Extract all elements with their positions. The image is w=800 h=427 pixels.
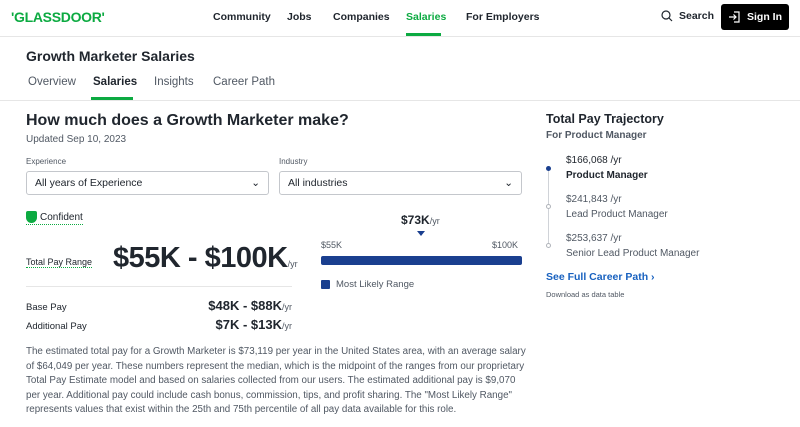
timeline-dot — [546, 204, 551, 209]
experience-value: All years of Experience — [35, 177, 143, 189]
chevron-right-icon: › — [651, 271, 655, 283]
base-pay-label: Base Pay — [26, 302, 67, 313]
tab-active-indicator — [91, 97, 133, 100]
trajectory-role: Product Manager — [566, 170, 648, 181]
tab-insights[interactable]: Insights — [154, 76, 194, 88]
nav-jobs[interactable]: Jobs — [287, 11, 312, 23]
divider — [0, 100, 800, 101]
per-year: /yr — [287, 259, 298, 269]
base-pay-range: $48K - $88K/yr — [208, 298, 292, 313]
confidence-label: Confident — [40, 211, 83, 223]
see-full-career-path-link[interactable]: See Full Career Path › — [546, 271, 655, 283]
tab-career-path[interactable]: Career Path — [213, 76, 276, 88]
glassdoor-logo[interactable]: 'GLASSDOOR' — [11, 9, 105, 25]
total-pay-value: $55K - $100K — [113, 242, 288, 274]
nav-active-indicator — [406, 33, 441, 36]
legend-swatch — [321, 280, 330, 289]
most-likely-range-bar — [321, 256, 522, 265]
trajectory-role: Senior Lead Product Manager — [566, 248, 700, 259]
per-year: /yr — [282, 321, 292, 331]
industry-value: All industries — [288, 177, 348, 189]
industry-select[interactable]: All industries ⌄ — [279, 171, 522, 195]
trajectory-pay: $166,068 /yr — [566, 155, 622, 166]
per-year: /yr — [429, 216, 440, 226]
confidence-badge[interactable]: Confident — [26, 211, 83, 225]
range-max: $100K — [492, 240, 519, 250]
sign-in-button[interactable]: Sign In — [721, 4, 789, 30]
industry-label: Industry — [279, 157, 308, 166]
tab-overview[interactable]: Overview — [28, 76, 76, 88]
page-title: Growth Marketer Salaries — [26, 48, 195, 64]
nav-for-employers[interactable]: For Employers — [466, 11, 540, 23]
median-value: $73K — [401, 213, 430, 227]
range-legend: Most Likely Range — [321, 279, 414, 290]
chevron-down-icon: ⌄ — [504, 177, 513, 189]
nav-community[interactable]: Community — [213, 11, 271, 23]
trajectory-pay: $241,843 /yr — [566, 194, 622, 205]
additional-pay-value: $7K - $13K — [215, 317, 282, 332]
median-pay: $73K/yr — [401, 213, 440, 227]
search-button[interactable]: Search — [661, 10, 714, 22]
median-marker-icon — [417, 231, 425, 236]
experience-select[interactable]: All years of Experience ⌄ — [26, 171, 269, 195]
experience-label: Experience — [26, 157, 67, 166]
search-label: Search — [679, 10, 715, 22]
trajectory-role: Lead Product Manager — [566, 209, 668, 220]
download-data-table-link[interactable]: Download as data table — [546, 290, 625, 299]
updated-date: Updated Sep 10, 2023 — [26, 134, 127, 145]
search-icon — [661, 10, 673, 22]
total-pay-label[interactable]: Total Pay Range — [26, 257, 93, 268]
sign-in-icon — [729, 11, 740, 23]
nav-salaries[interactable]: Salaries — [406, 11, 447, 23]
confidence-shield-icon — [26, 211, 37, 223]
base-pay-value: $48K - $88K — [208, 298, 282, 313]
link-label: See Full Career Path — [546, 271, 649, 283]
divider — [26, 286, 292, 287]
total-pay-range: $55K - $100K/yr — [113, 242, 298, 275]
additional-pay-range: $7K - $13K/yr — [216, 317, 292, 332]
salary-heading: How much does a Growth Marketer make? — [26, 112, 349, 129]
legend-label: Most Likely Range — [336, 279, 415, 290]
timeline-dot-active — [546, 166, 551, 171]
tab-salaries[interactable]: Salaries — [93, 76, 138, 88]
chevron-down-icon: ⌄ — [251, 177, 260, 189]
nav-companies[interactable]: Companies — [333, 11, 390, 23]
timeline-dot — [546, 243, 551, 248]
trajectory-pay: $253,637 /yr — [566, 233, 622, 244]
top-header: 'GLASSDOOR' Community Jobs Companies Sal… — [0, 0, 800, 37]
range-min: $55K — [321, 240, 343, 250]
sidebar-subtitle: For Product Manager — [546, 130, 647, 141]
sidebar-title: Total Pay Trajectory — [546, 112, 664, 126]
salary-description: The estimated total pay for a Growth Mar… — [26, 346, 526, 415]
per-year: /yr — [282, 302, 292, 312]
additional-pay-label: Additional Pay — [26, 321, 87, 332]
sign-in-label: Sign In — [747, 11, 782, 23]
